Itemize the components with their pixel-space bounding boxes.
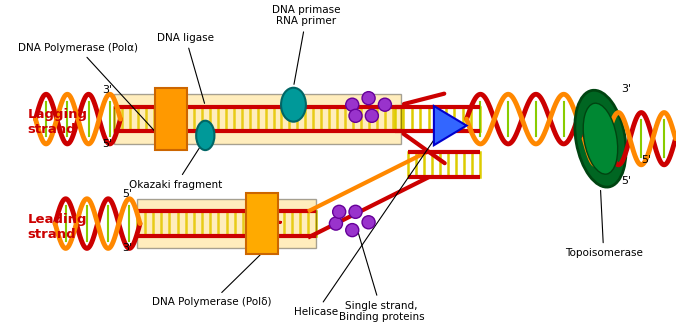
Circle shape	[362, 216, 375, 229]
Text: 5': 5'	[122, 190, 132, 200]
Text: Helicase: Helicase	[294, 128, 442, 317]
Text: 5': 5'	[641, 156, 651, 166]
Text: Leading
strand: Leading strand	[28, 213, 87, 241]
Text: DNA ligase: DNA ligase	[158, 33, 214, 103]
FancyBboxPatch shape	[247, 193, 278, 254]
Text: 5': 5'	[102, 138, 113, 149]
Circle shape	[346, 223, 359, 237]
Text: Okazaki fragment: Okazaki fragment	[129, 141, 223, 190]
FancyBboxPatch shape	[137, 199, 316, 248]
Polygon shape	[434, 106, 466, 145]
Ellipse shape	[281, 88, 306, 122]
Text: DNA primase
RNA primer: DNA primase RNA primer	[272, 5, 341, 84]
Ellipse shape	[583, 103, 618, 174]
Circle shape	[379, 98, 391, 111]
Text: DNA Polymerase (Polα): DNA Polymerase (Polα)	[18, 43, 169, 146]
Circle shape	[332, 205, 346, 218]
FancyBboxPatch shape	[114, 94, 401, 144]
Text: 3': 3'	[102, 85, 113, 95]
Text: DNA Polymerase (Polδ): DNA Polymerase (Polδ)	[152, 255, 272, 307]
Text: 3': 3'	[621, 84, 632, 94]
Circle shape	[366, 109, 379, 122]
Text: Topoisomerase: Topoisomerase	[565, 191, 643, 258]
Circle shape	[362, 92, 375, 105]
Circle shape	[349, 109, 362, 122]
Ellipse shape	[196, 121, 214, 150]
Circle shape	[346, 98, 359, 111]
Text: 3': 3'	[122, 243, 132, 253]
Text: 5': 5'	[621, 176, 632, 186]
Text: Single strand,
Binding proteins: Single strand, Binding proteins	[339, 226, 424, 322]
Circle shape	[349, 205, 362, 218]
Ellipse shape	[575, 90, 626, 187]
Text: Lagging
strand: Lagging strand	[28, 108, 88, 136]
Circle shape	[330, 217, 343, 230]
FancyBboxPatch shape	[155, 88, 187, 150]
